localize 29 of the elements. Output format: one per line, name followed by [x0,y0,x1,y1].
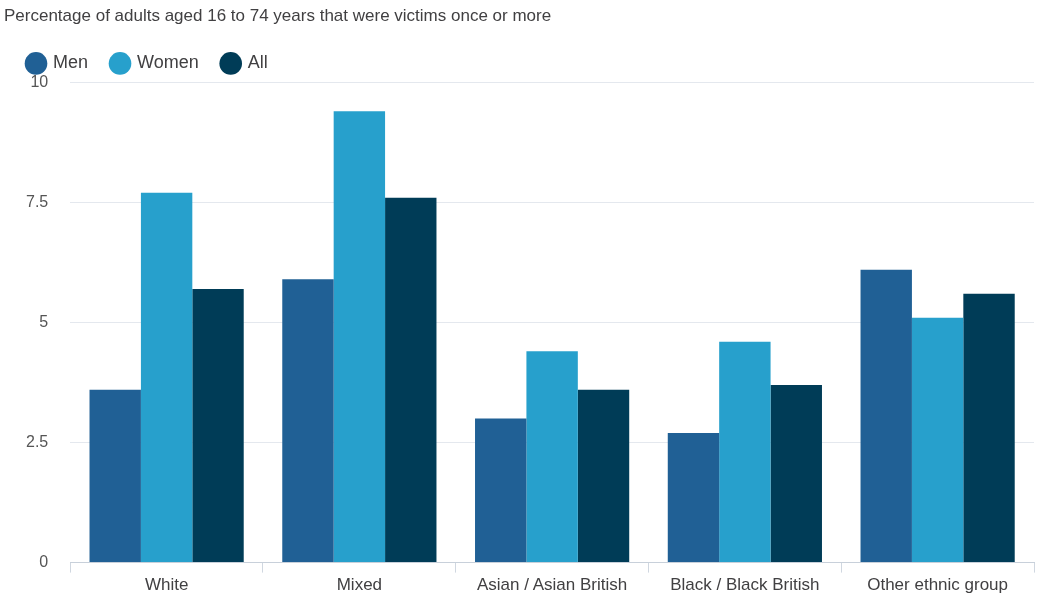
legend-label: Men [53,52,89,73]
x-tick-label: Black / Black British [670,575,820,595]
y-tick-label: 0 [39,553,49,571]
y-tick-label: 2.5 [25,432,49,450]
bar [140,192,193,563]
bar [89,389,141,563]
bar [770,384,822,563]
bar [526,351,578,563]
y-tick-label: 10 [30,72,49,90]
bar [282,279,334,563]
legend-label: All [247,52,268,73]
bar [192,288,244,563]
y-tick-label: 5 [39,312,49,330]
chart-subtitle: Percentage of adults aged 16 to 74 years that were victims once or more [4,5,552,25]
bar [963,293,1015,563]
bar [577,389,630,563]
x-tick-label: Mixed [336,575,383,595]
bar [385,197,437,563]
bar [475,418,527,563]
x-tick-label: White [144,575,189,595]
x-tick-label: Other ethnic group [867,575,1009,595]
bar [911,317,964,563]
bar [667,432,720,563]
x-tick-label: Asian / Asian British [477,575,628,595]
y-tick-label: 7.5 [25,192,49,210]
bar [333,111,386,563]
bar [719,341,771,563]
legend-label: Women [137,52,199,73]
bar [860,269,912,563]
